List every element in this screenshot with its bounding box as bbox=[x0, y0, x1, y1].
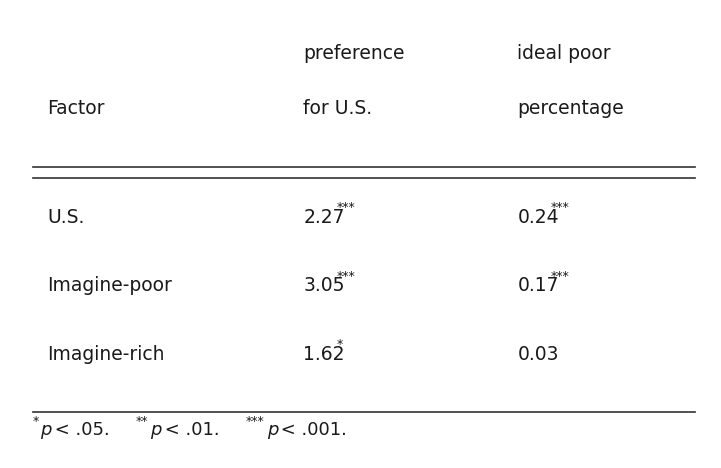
Text: ***: *** bbox=[337, 270, 356, 283]
Text: < .001.: < .001. bbox=[275, 421, 348, 439]
Text: 0.03: 0.03 bbox=[517, 345, 559, 365]
Text: ***: *** bbox=[246, 415, 265, 428]
Text: for U.S.: for U.S. bbox=[304, 100, 373, 118]
Text: *: * bbox=[337, 338, 343, 351]
Text: U.S.: U.S. bbox=[47, 207, 84, 227]
Text: ***: *** bbox=[337, 201, 356, 213]
Text: ***: *** bbox=[551, 201, 570, 213]
Text: p: p bbox=[267, 421, 278, 439]
Text: 0.17: 0.17 bbox=[517, 277, 559, 295]
Text: 0.24: 0.24 bbox=[517, 207, 559, 227]
Text: ***: *** bbox=[551, 270, 570, 283]
Text: percentage: percentage bbox=[517, 100, 624, 118]
Text: < .05.: < .05. bbox=[49, 421, 127, 439]
Text: p: p bbox=[40, 421, 52, 439]
Text: Factor: Factor bbox=[47, 100, 105, 118]
Text: preference: preference bbox=[304, 44, 405, 63]
Text: 2.27: 2.27 bbox=[304, 207, 345, 227]
Text: Imagine-poor: Imagine-poor bbox=[47, 277, 172, 295]
Text: *: * bbox=[32, 415, 39, 428]
Text: ideal poor: ideal poor bbox=[517, 44, 611, 63]
Text: 1.62: 1.62 bbox=[304, 345, 345, 365]
Text: < .01.: < .01. bbox=[159, 421, 237, 439]
Text: Imagine-rich: Imagine-rich bbox=[47, 345, 164, 365]
Text: p: p bbox=[151, 421, 162, 439]
Text: **: ** bbox=[136, 415, 149, 428]
Text: 3.05: 3.05 bbox=[304, 277, 345, 295]
